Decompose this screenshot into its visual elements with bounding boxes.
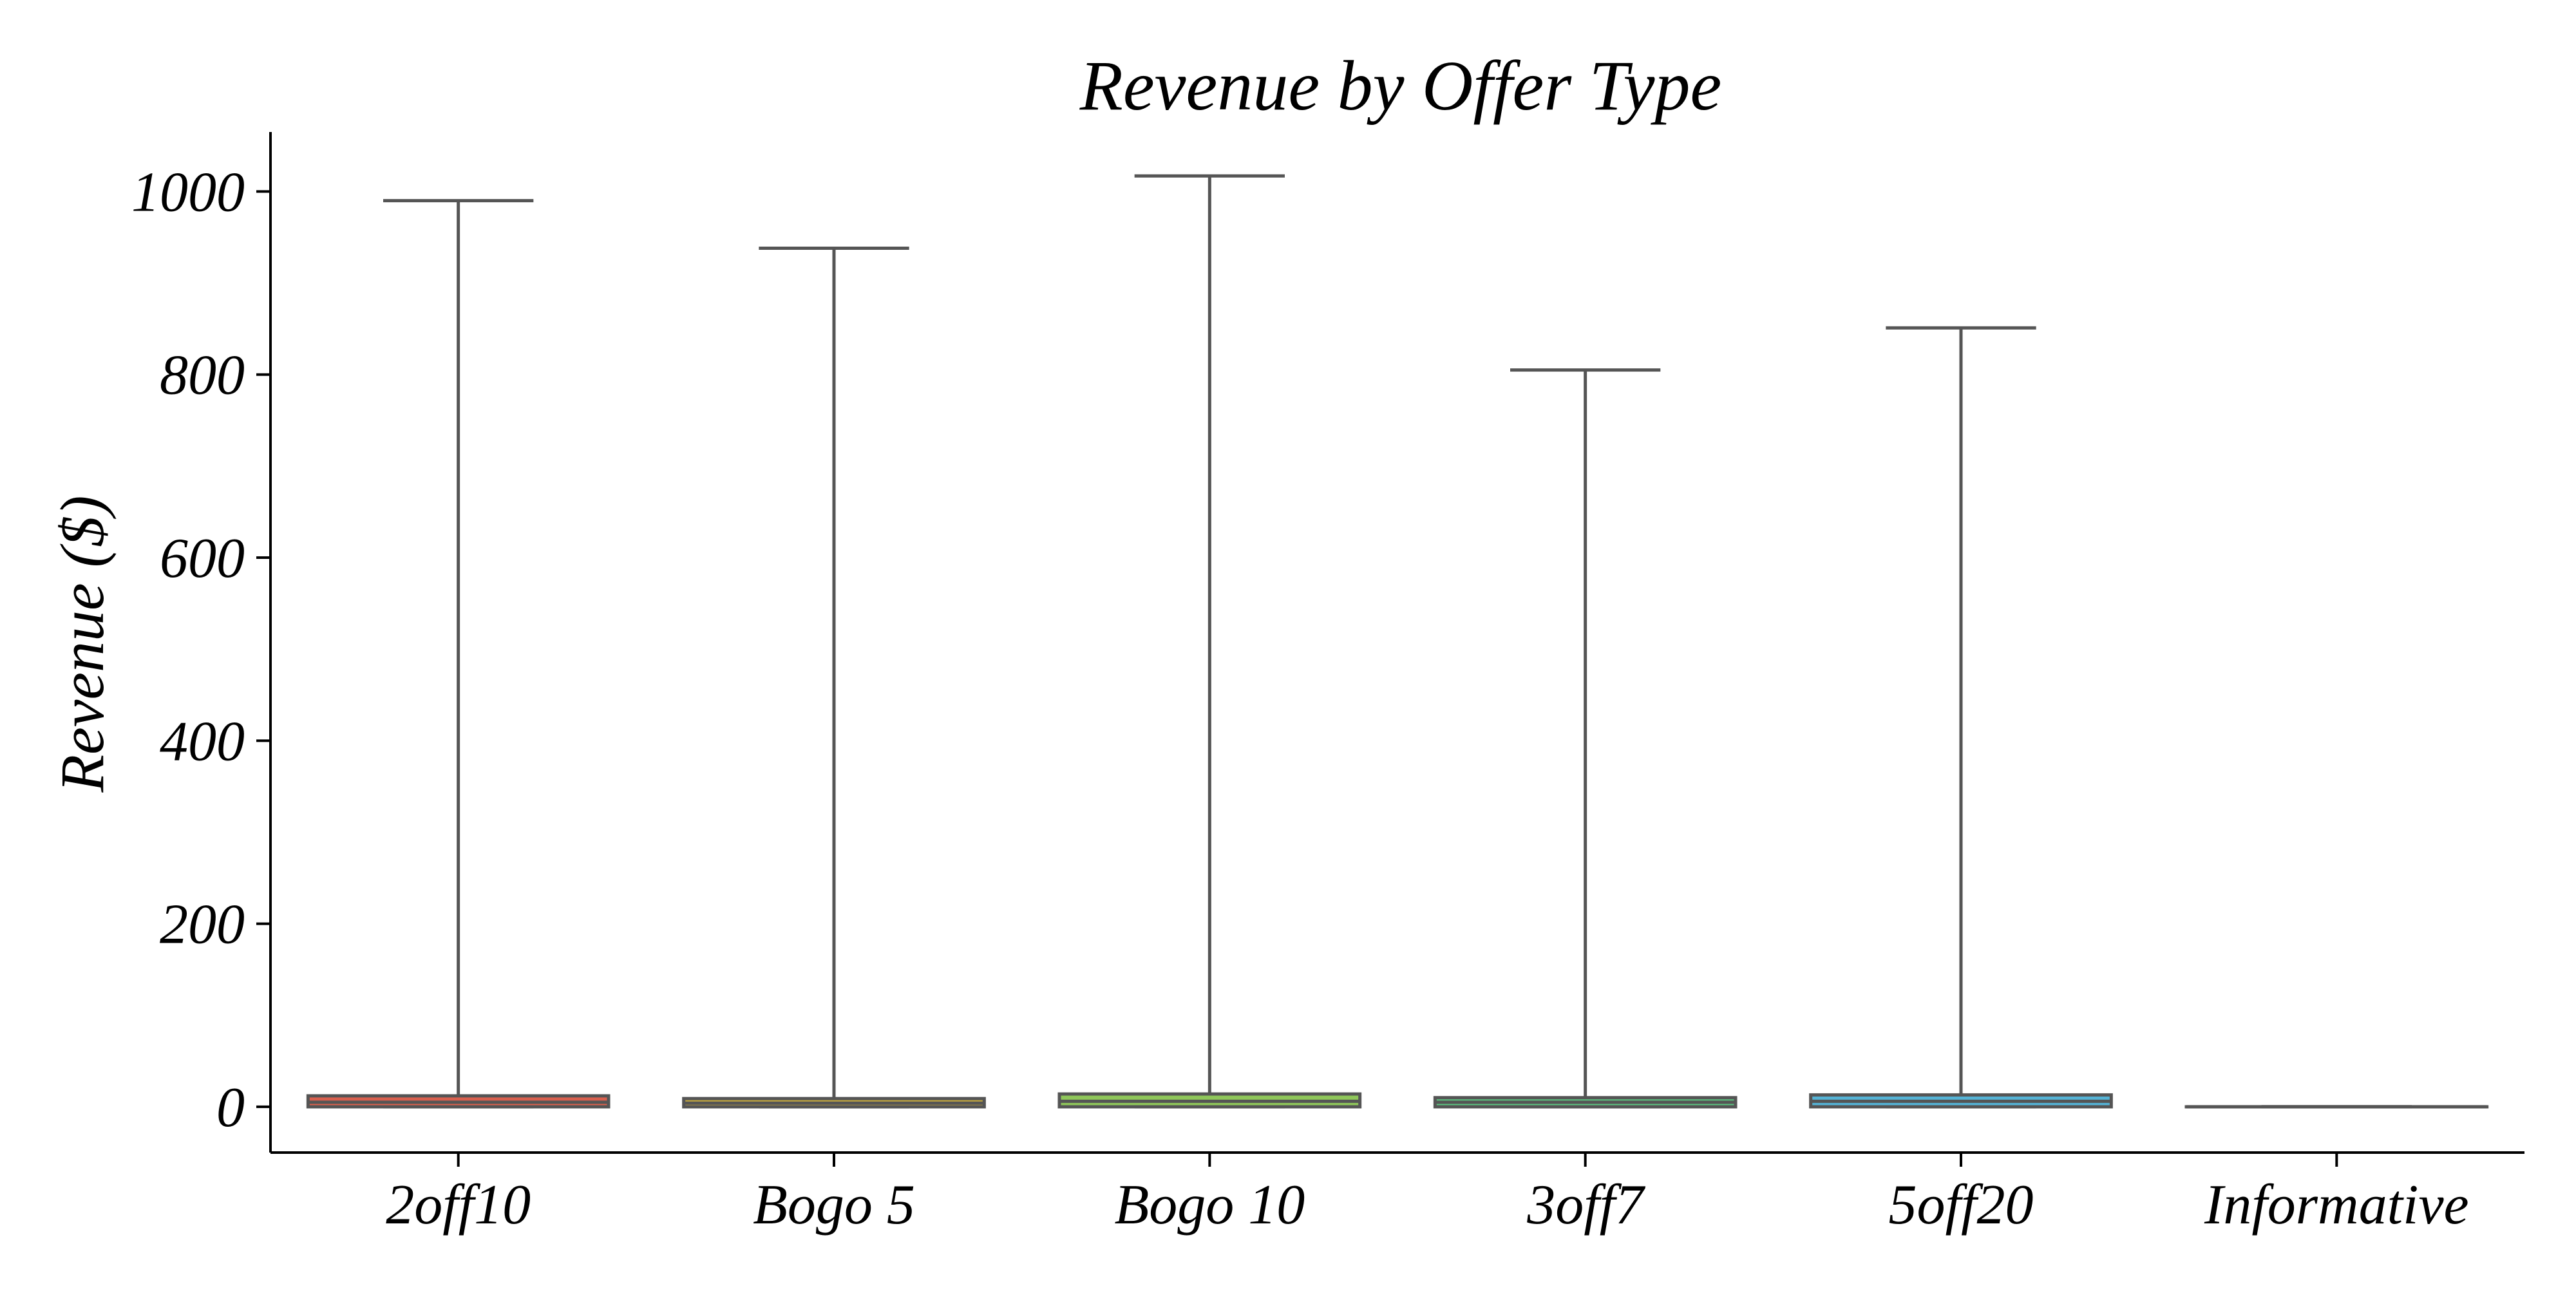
x-tick-label: Bogo 10 (1114, 1174, 1305, 1236)
x-tick-label: 2off10 (386, 1174, 531, 1236)
chart-title: Revenue by Offer Type (1079, 46, 1722, 125)
boxes (308, 176, 2486, 1107)
x-tick-label: Bogo 5 (753, 1174, 915, 1236)
y-tick-label: 200 (160, 894, 245, 956)
y-tick-label: 600 (160, 527, 245, 590)
axes: 0 200 400 600 800 1000 2off10 Bogo 5 Bogo 10 3off… (131, 132, 2524, 1236)
box-3off7 (1435, 370, 1736, 1107)
x-tick-label: 3off7 (1526, 1174, 1646, 1236)
box-bogo-10 (1059, 176, 1360, 1107)
x-tick-label: 5off20 (1889, 1174, 2034, 1236)
box-bogo-5 (684, 249, 985, 1107)
y-tick-label: 400 (160, 710, 245, 773)
box-5off20 (1811, 328, 2112, 1107)
y-axis-label: Revenue ($) (48, 495, 117, 793)
y-tick-label: 0 (216, 1077, 245, 1139)
y-tick-label: 1000 (131, 161, 245, 223)
y-tick-label: 800 (160, 344, 245, 407)
x-tick-label: Informative (2204, 1174, 2469, 1236)
box-2off10 (308, 201, 609, 1107)
